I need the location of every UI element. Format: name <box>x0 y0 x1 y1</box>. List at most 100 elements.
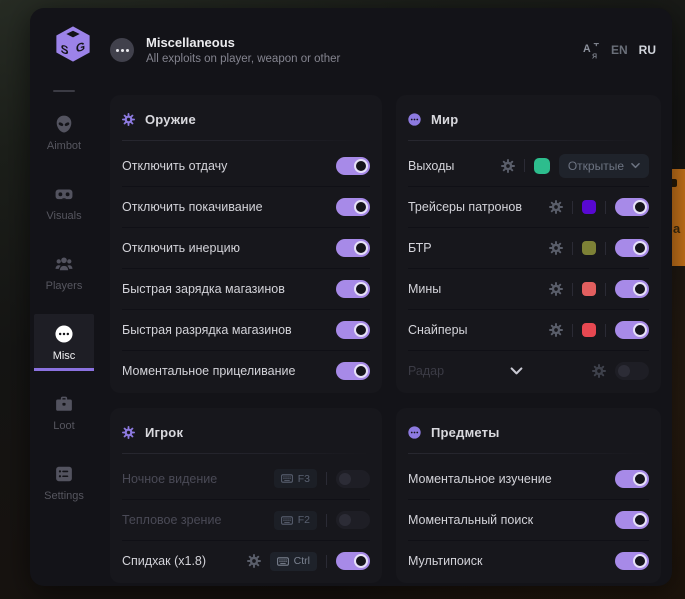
toggle-switch[interactable] <box>336 321 370 339</box>
control-separator <box>326 513 327 527</box>
feature-row: Мультипоиск <box>408 540 649 581</box>
color-swatch[interactable] <box>582 282 596 296</box>
gear-icon <box>122 113 135 126</box>
feature-row: Отключить инерцию <box>122 227 370 268</box>
ellipsis-circle-icon <box>55 325 73 343</box>
control-separator <box>605 200 606 214</box>
feature-row: Мины <box>408 268 649 309</box>
sidebar-item-aimbot[interactable]: Aimbot <box>34 104 94 161</box>
section-title: Оружие <box>145 112 196 127</box>
toggle-switch[interactable] <box>615 362 649 380</box>
section-player: Игрок Ночное видение F3 <box>110 408 382 583</box>
section-divider <box>408 140 649 141</box>
gear-icon[interactable] <box>549 241 563 255</box>
right-column: Мир Выходы Открыт <box>396 95 661 583</box>
toggle-switch[interactable] <box>336 239 370 257</box>
sidebar-item-label: Settings <box>44 490 84 502</box>
main-area: Miscellaneous All exploits on player, we… <box>98 8 672 586</box>
content-grid: Оружие Отключить отдачу Отключить покачи… <box>98 92 672 586</box>
gear-icon[interactable] <box>549 323 563 337</box>
control-separator <box>605 323 606 337</box>
settings-list-icon <box>56 466 72 482</box>
page-header: Miscellaneous All exploits on player, we… <box>98 8 672 92</box>
toggle-switch[interactable] <box>615 552 649 570</box>
feature-row: БТР <box>408 227 649 268</box>
lang-ru-button[interactable]: RU <box>638 43 656 57</box>
toggle-switch[interactable] <box>615 239 649 257</box>
gear-icon[interactable] <box>246 554 261 568</box>
toggle-switch[interactable] <box>336 469 370 488</box>
lang-en-button[interactable]: EN <box>610 43 628 57</box>
control-separator <box>605 241 606 255</box>
game-background-text: a <box>673 221 681 236</box>
control-separator <box>572 200 573 214</box>
sidebar-item-label: Visuals <box>46 210 82 222</box>
toggle-switch[interactable] <box>336 362 370 380</box>
cheat-menu-window: S G Aimbot Visuals Players <box>30 8 672 586</box>
control-separator <box>572 282 573 296</box>
gear-icon[interactable] <box>500 158 515 173</box>
toggle-switch[interactable] <box>336 511 370 529</box>
feature-row: Радар <box>408 350 649 391</box>
section-world: Мир Выходы Открыт <box>396 95 661 393</box>
toggle-switch[interactable] <box>615 280 649 298</box>
color-swatch[interactable] <box>533 157 550 174</box>
keyboard-icon <box>276 556 289 566</box>
feature-row: Тепловое зрение F2 <box>122 499 370 540</box>
toggle-switch[interactable] <box>336 280 370 298</box>
keyboard-icon <box>280 474 293 483</box>
sidebar-item-players[interactable]: Players <box>34 244 94 301</box>
sidebar-item-misc[interactable]: Misc <box>34 314 94 371</box>
keybind-badge[interactable]: F2 <box>273 510 317 530</box>
feature-row: Трейсеры патронов <box>408 186 649 227</box>
sidebar-item-loot[interactable]: Loot <box>34 384 94 441</box>
feature-row: Ночное видение F3 <box>122 458 370 499</box>
color-swatch[interactable] <box>582 200 596 214</box>
sidebar-divider <box>53 90 75 92</box>
gear-icon[interactable] <box>549 282 563 296</box>
ellipsis-badge-icon <box>110 38 134 62</box>
feature-row: Выходы Открытые <box>408 145 649 186</box>
keybind-badge[interactable]: F3 <box>273 469 317 488</box>
briefcase-icon <box>56 396 72 411</box>
sidebar-item-label: Players <box>45 280 83 292</box>
sidebar-item-settings[interactable]: Settings <box>34 454 94 511</box>
toggle-switch[interactable] <box>336 156 370 175</box>
toggle-switch[interactable] <box>336 198 370 216</box>
section-weapon: Оружие Отключить отдачу Отключить покачи… <box>110 95 382 393</box>
chevron-down-icon[interactable] <box>510 366 523 377</box>
gear-icon[interactable] <box>549 200 563 214</box>
control-separator <box>605 282 606 296</box>
page-title: Miscellaneous <box>146 35 235 50</box>
app-logo-icon: S G <box>56 26 90 62</box>
gear-icon <box>122 426 135 439</box>
keybind-badge[interactable]: Ctrl <box>269 551 317 571</box>
keyboard-icon <box>280 515 293 525</box>
exits-dropdown[interactable]: Открытые <box>558 153 649 178</box>
page-subtitle: All exploits on player, weapon or other <box>146 53 341 65</box>
feature-row: Отключить покачивание <box>122 186 370 227</box>
toggle-switch[interactable] <box>615 511 649 529</box>
color-swatch[interactable] <box>582 323 596 337</box>
control-separator <box>572 323 573 337</box>
toggle-switch[interactable] <box>615 198 649 216</box>
chevron-down-icon <box>631 162 640 168</box>
toggle-switch[interactable] <box>615 321 649 339</box>
control-separator <box>326 554 327 568</box>
gear-icon[interactable] <box>592 364 606 378</box>
language-switcher: EN RU <box>582 42 656 59</box>
color-swatch[interactable] <box>582 241 596 255</box>
feature-row: Снайперы <box>408 309 649 350</box>
feature-row: Отключить отдачу <box>122 145 370 186</box>
sidebar-item-visuals[interactable]: Visuals <box>34 174 94 231</box>
feature-row: Моментальное прицеливание <box>122 350 370 391</box>
section-divider <box>122 140 370 141</box>
toggle-switch[interactable] <box>615 469 649 488</box>
alien-icon <box>56 115 72 133</box>
sidebar-item-label: Loot <box>53 420 75 432</box>
toggle-switch[interactable] <box>336 552 370 570</box>
feature-row: Быстрая зарядка магазинов <box>122 268 370 309</box>
translate-icon <box>582 42 599 59</box>
vr-goggles-icon <box>55 189 73 200</box>
